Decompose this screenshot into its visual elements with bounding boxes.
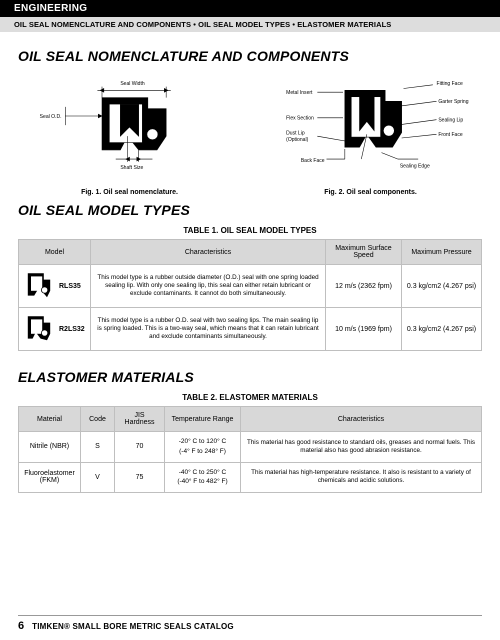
label-sealwidth: Seal Width: [120, 81, 145, 87]
char-cell: This material has good resistance to sta…: [241, 432, 482, 463]
char-cell: This material has high-temperature resis…: [241, 462, 482, 493]
table-row: R2LS32 This model type is a rubber O.D. …: [19, 308, 482, 351]
t1-h1: Model: [19, 240, 91, 265]
char-cell: This model type is a rubber O.D. seal wi…: [91, 308, 326, 351]
mat-cell: Nitrile (NBR): [19, 432, 81, 463]
header-category: ENGINEERING: [0, 0, 500, 17]
hard-cell: 70: [115, 432, 165, 463]
press-cell: 0.3 kg/cm2 (4.267 psi): [402, 265, 482, 308]
figure-2: Metal Insert Flex Section Dust Lip (Opti…: [259, 72, 482, 196]
section3-title: ELASTOMER MATERIALS: [18, 369, 482, 385]
label-dust: Dust Lip: [286, 130, 305, 136]
code-cell: V: [81, 462, 115, 493]
table-model-types: Model Characteristics Maximum Surface Sp…: [18, 239, 482, 351]
t1-h4: Maximum Pressure: [402, 240, 482, 265]
t2-h2: Code: [81, 407, 115, 432]
label-flex: Flex Section: [286, 116, 314, 122]
label-sealing: Sealing Lip: [438, 118, 463, 124]
label-edge: Sealing Edge: [400, 163, 430, 169]
t2-h5: Characteristics: [241, 407, 482, 432]
label-back: Back Face: [301, 158, 325, 164]
label-front: Front Face: [438, 132, 463, 138]
footer-title: TIMKEN® SMALL BORE METRIC SEALS CATALOG: [32, 622, 234, 631]
table-row: RLS35 This model type is a rubber outsid…: [19, 265, 482, 308]
fig2-caption: Fig. 2. Oil seal components.: [259, 189, 482, 196]
model-label: RLS35: [59, 283, 81, 290]
table-row: Fluoroelastomer (FKM) V 75 -40° C to 250…: [19, 462, 482, 493]
temp-cell: -40° C to 250° C(-40° F to 482° F): [165, 462, 241, 493]
char-cell: This model type is a rubber outside diam…: [91, 265, 326, 308]
t1-h3: Maximum Surface Speed: [326, 240, 402, 265]
header-subtitle: OIL SEAL NOMENCLATURE AND COMPONENTS • O…: [0, 17, 500, 32]
code-cell: S: [81, 432, 115, 463]
seal-icon: [23, 270, 55, 302]
model-label: R2LS32: [59, 326, 85, 333]
press-cell: 0.3 kg/cm2 (4.267 psi): [402, 308, 482, 351]
t2-h1: Material: [19, 407, 81, 432]
table-row: Nitrile (NBR) S 70 -20° C to 120° C(-4° …: [19, 432, 482, 463]
t1-h2: Characteristics: [91, 240, 326, 265]
hard-cell: 75: [115, 462, 165, 493]
table2-title: TABLE 2. ELASTOMER MATERIALS: [18, 393, 482, 402]
t2-h4: Temperature Range: [165, 407, 241, 432]
label-garter: Garter Spring: [438, 99, 468, 105]
label-sealod: Seal O.D.: [40, 114, 62, 120]
section1-title: OIL SEAL NOMENCLATURE AND COMPONENTS: [18, 48, 482, 64]
label-fitting: Fitting Face: [437, 81, 463, 87]
speed-cell: 12 m/s (2362 fpm): [326, 265, 402, 308]
main-content: OIL SEAL NOMENCLATURE AND COMPONENTS: [0, 32, 500, 493]
t2-h3: JIS Hardness: [115, 407, 165, 432]
mat-cell: Fluoroelastomer (FKM): [19, 462, 81, 493]
diagram-row: Seal Width Seal O.D. Shaft Size Fig. 1. …: [18, 72, 482, 196]
label-shaft: Shaft Size: [120, 165, 143, 171]
label-dust2: (Optional): [286, 137, 308, 143]
seal-icon: [23, 313, 55, 345]
speed-cell: 10 m/s (1969 fpm): [326, 308, 402, 351]
temp-cell: -20° C to 120° C(-4° F to 248° F): [165, 432, 241, 463]
label-metal: Metal Insert: [286, 90, 313, 96]
page-number: 6: [18, 620, 24, 632]
figure-1: Seal Width Seal O.D. Shaft Size Fig. 1. …: [18, 72, 241, 196]
section2-title: OIL SEAL MODEL TYPES: [18, 202, 482, 218]
table1-title: TABLE 1. OIL SEAL MODEL TYPES: [18, 226, 482, 235]
fig1-caption: Fig. 1. Oil seal nomenclature.: [18, 189, 241, 196]
footer: 6 TIMKEN® SMALL BORE METRIC SEALS CATALO…: [18, 620, 234, 632]
table-elastomer: Material Code JIS Hardness Temperature R…: [18, 406, 482, 493]
